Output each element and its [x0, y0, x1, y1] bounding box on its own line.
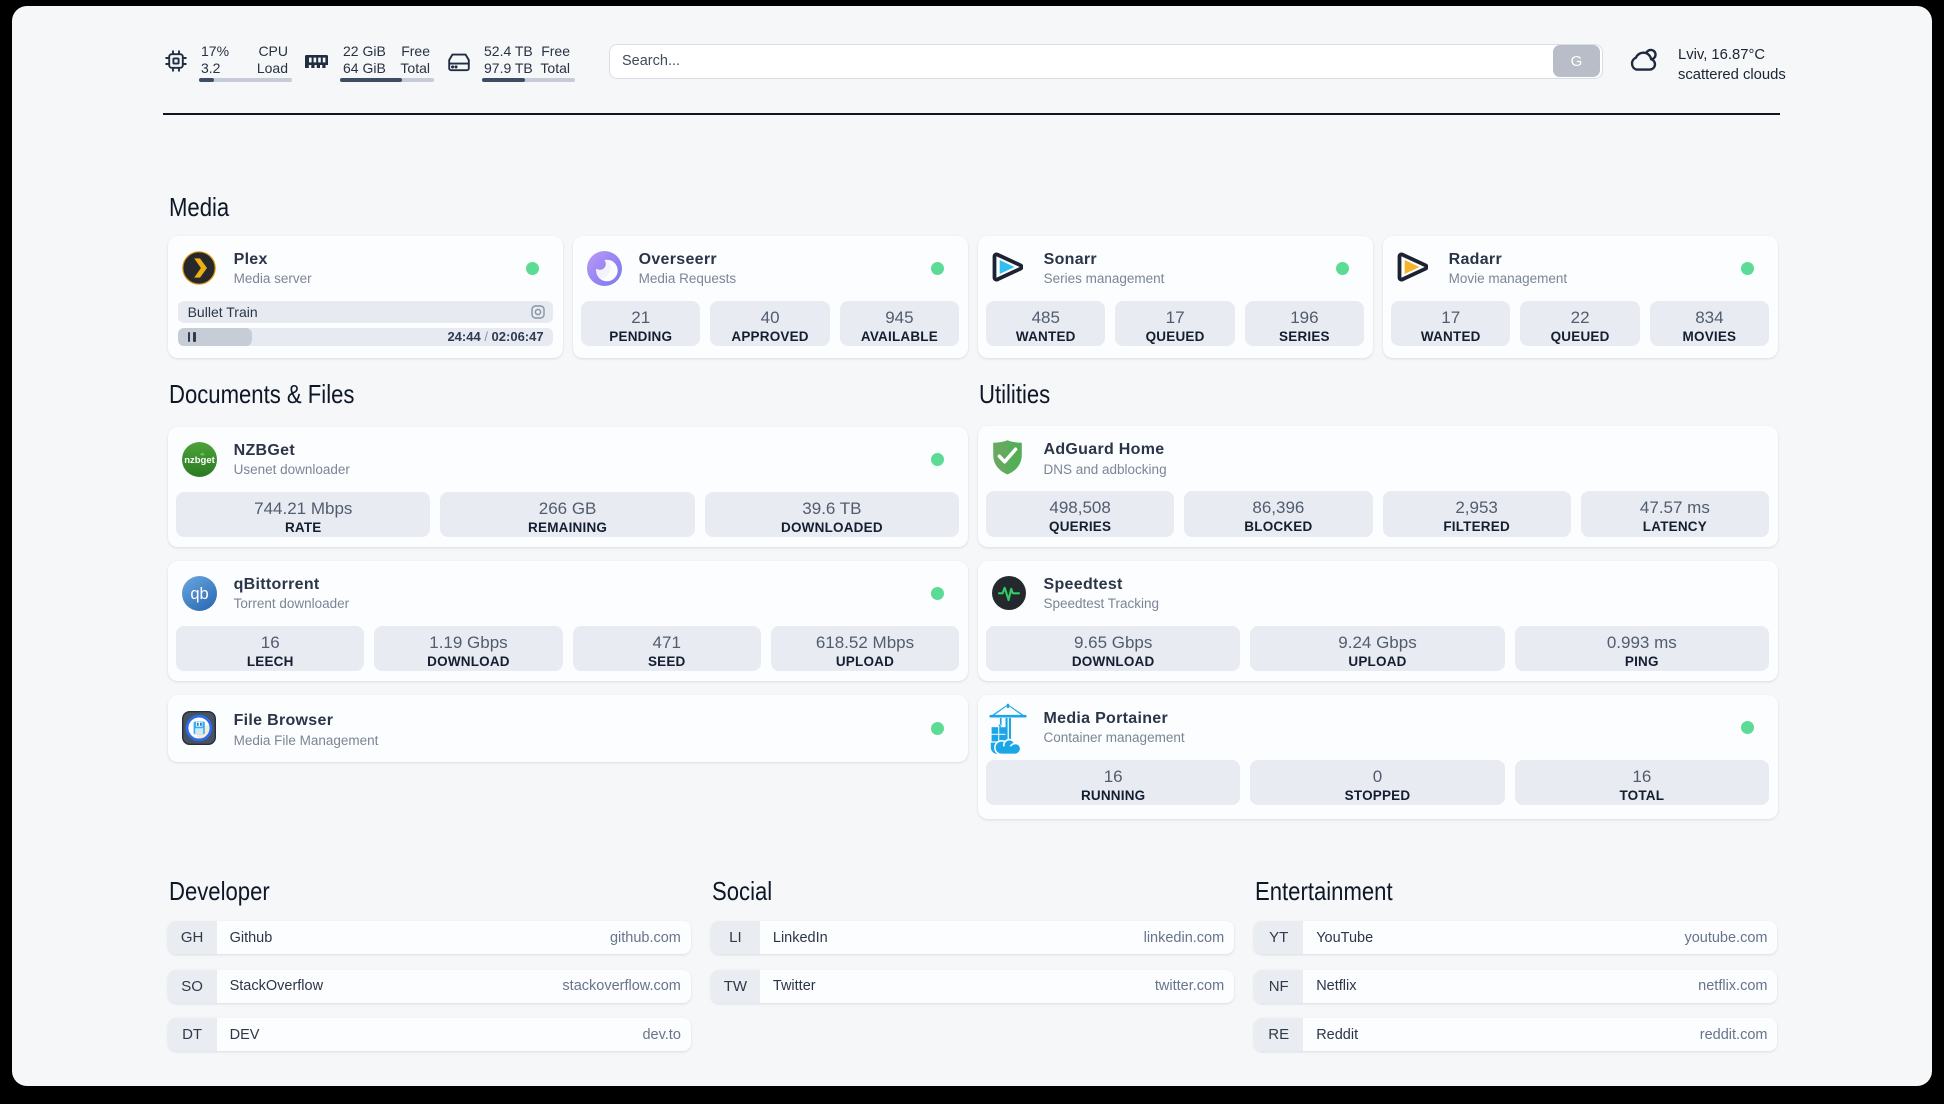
svg-text:nzbget: nzbget	[184, 454, 215, 465]
svg-text:qb: qb	[190, 585, 208, 603]
